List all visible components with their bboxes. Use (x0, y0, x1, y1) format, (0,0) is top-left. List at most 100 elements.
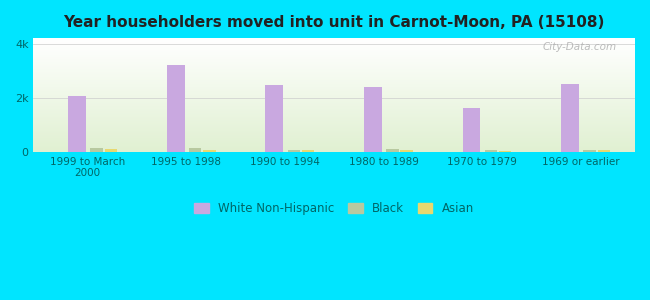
Bar (34, 55, 635, 56)
Bar (34, 48, 635, 49)
Bar (463, 109, 480, 152)
Bar (34, 46, 635, 47)
Bar (34, 119, 635, 120)
Bar (34, 74, 635, 75)
Bar (34, 138, 635, 139)
Bar (34, 84, 635, 85)
Bar (34, 57, 635, 58)
Bar (34, 131, 635, 132)
Bar (34, 51, 635, 52)
Bar (34, 83, 635, 84)
Legend: White Non-Hispanic, Black, Asian: White Non-Hispanic, Black, Asian (190, 197, 479, 220)
Bar (34, 45, 635, 46)
Bar (34, 87, 635, 88)
Bar (34, 113, 635, 114)
Bar (34, 100, 635, 101)
Bar (34, 108, 635, 109)
Bar (265, 85, 283, 152)
Bar (34, 54, 635, 55)
Bar (34, 56, 635, 57)
Bar (386, 149, 398, 152)
Bar (34, 86, 635, 87)
Bar (34, 110, 635, 111)
Bar (34, 40, 635, 41)
Bar (34, 109, 635, 110)
Bar (34, 85, 635, 86)
Bar (34, 106, 635, 107)
Bar (34, 49, 635, 50)
Bar (34, 71, 635, 72)
Bar (34, 122, 635, 123)
Bar (34, 64, 635, 65)
Title: Year householders moved into unit in Carnot-Moon, PA (15108): Year householders moved into unit in Car… (64, 15, 605, 30)
Bar (34, 105, 635, 106)
Bar (34, 150, 635, 151)
Bar (34, 59, 635, 60)
Bar (34, 140, 635, 141)
Bar (34, 136, 635, 137)
Bar (34, 95, 635, 96)
Bar (34, 129, 635, 130)
Bar (34, 126, 635, 127)
Bar (287, 150, 300, 152)
Bar (34, 147, 635, 148)
Bar (34, 101, 635, 102)
Bar (34, 148, 635, 149)
Bar (203, 150, 216, 152)
Bar (34, 70, 635, 71)
Bar (34, 72, 635, 73)
Bar (34, 115, 635, 116)
Bar (34, 117, 635, 118)
Bar (34, 151, 635, 152)
Bar (34, 137, 635, 138)
Bar (34, 96, 635, 97)
Bar (34, 41, 635, 42)
Bar (34, 81, 635, 82)
Bar (34, 44, 635, 45)
Bar (34, 130, 635, 131)
Bar (34, 39, 635, 40)
Bar (34, 149, 635, 150)
Bar (34, 107, 635, 108)
Bar (34, 63, 635, 64)
Bar (34, 116, 635, 117)
Bar (34, 142, 635, 143)
Bar (34, 141, 635, 142)
Bar (34, 42, 635, 43)
Bar (34, 73, 635, 74)
Bar (167, 65, 185, 152)
Bar (34, 94, 635, 95)
Bar (34, 145, 635, 146)
Bar (34, 146, 635, 147)
Bar (364, 87, 382, 152)
Bar (34, 93, 635, 94)
Bar (34, 58, 635, 59)
Bar (400, 150, 413, 152)
Bar (34, 66, 635, 67)
Bar (34, 118, 635, 119)
Bar (34, 132, 635, 133)
Bar (597, 150, 610, 152)
Bar (34, 123, 635, 124)
Bar (34, 75, 635, 76)
Bar (34, 80, 635, 81)
Bar (34, 97, 635, 98)
Bar (584, 150, 596, 152)
Bar (34, 144, 635, 145)
Bar (34, 69, 635, 70)
Bar (68, 96, 86, 152)
Bar (90, 148, 103, 152)
Bar (34, 76, 635, 77)
Bar (34, 43, 635, 44)
Bar (34, 112, 635, 113)
Bar (105, 149, 117, 152)
Bar (34, 79, 635, 80)
Bar (34, 124, 635, 125)
Bar (34, 88, 635, 89)
Bar (34, 82, 635, 83)
Bar (34, 135, 635, 136)
Bar (34, 120, 635, 121)
Bar (34, 61, 635, 62)
Bar (34, 114, 635, 115)
Bar (34, 52, 635, 53)
